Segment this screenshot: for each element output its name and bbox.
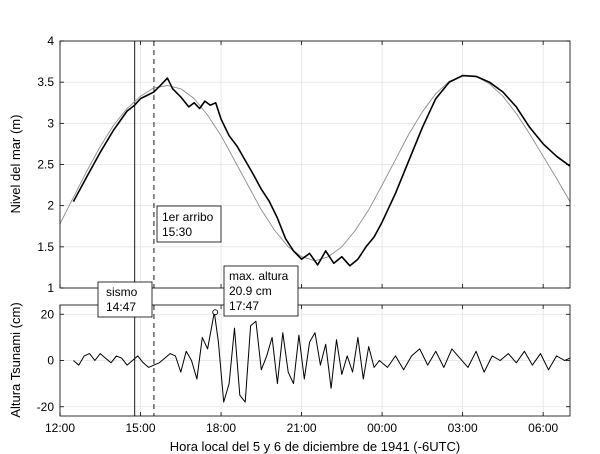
top-y-ticks: 1 1.5 2 2.5 3 3.5 4 xyxy=(37,34,570,295)
x-tick-label: 06:00 xyxy=(528,421,558,435)
top-series xyxy=(59,74,571,267)
y-tick-label: 0 xyxy=(47,354,54,368)
y-tick-label: 1 xyxy=(47,281,54,295)
y-tick-label: 4 xyxy=(47,34,54,48)
x-tick-label: 03:00 xyxy=(448,421,478,435)
top-panel: 1 1.5 2 2.5 3 3.5 4 Nivel del mar (m) 1er arri… xyxy=(8,34,571,295)
y-tick-label: 3.5 xyxy=(37,75,54,89)
annotation-max-height-line-3: 17:47 xyxy=(229,299,259,313)
bottom-y-ticks: -20 0 20 xyxy=(37,307,570,414)
y-tick-label: 2 xyxy=(47,199,54,213)
x-tick-label: 12:00 xyxy=(45,421,75,435)
max-height-marker xyxy=(212,309,219,316)
y-tick-label: -20 xyxy=(37,400,55,414)
y-tick-label: 1.5 xyxy=(37,240,54,254)
y-tick-label: 3 xyxy=(47,116,54,130)
x-tick-label: 15:00 xyxy=(126,421,156,435)
bottom-series xyxy=(73,309,571,403)
top-x-ticks xyxy=(59,41,544,288)
bottom-grid xyxy=(59,305,570,416)
x-tick-label: 21:00 xyxy=(287,421,317,435)
annotation-earthquake: sismo 14:47 xyxy=(97,281,153,318)
bottom-y-axis-label: Altura Tsunami (cm) xyxy=(8,302,23,417)
top-grid xyxy=(59,40,570,289)
annotation-max-height: max. altura 20.9 cm 17:47 xyxy=(223,265,299,317)
x-tick-label: 18:00 xyxy=(206,421,236,435)
annotation-earthquake-line-2: 14:47 xyxy=(106,300,136,314)
x-axis-label: Hora local del 5 y 6 de diciembre de 194… xyxy=(170,439,460,454)
annotation-first-arrival-line-1: 1er arribo xyxy=(162,210,214,224)
bottom-event-lines xyxy=(134,305,155,416)
annotation-max-height-line-2: 20.9 cm xyxy=(229,284,272,298)
bottom-panel: -20 0 20 12:00 15:00 18:00 21:00 00:00 03:00 06:… xyxy=(8,265,571,454)
x-tick-label: 00:00 xyxy=(367,421,397,435)
observed-series-line xyxy=(72,74,571,267)
top-y-axis-label: Nivel del mar (m) xyxy=(8,115,23,214)
y-tick-label: 20 xyxy=(41,307,55,321)
annotation-first-arrival-line-2: 15:30 xyxy=(162,225,192,239)
residual-series-line xyxy=(73,311,571,403)
annotation-first-arrival: 1er arribo 15:30 xyxy=(156,205,222,243)
y-tick-label: 2.5 xyxy=(37,158,54,172)
annotation-earthquake-line-1: sismo xyxy=(106,285,138,299)
bottom-x-ticks: 12:00 15:00 18:00 21:00 00:00 03:00 06:00 xyxy=(45,305,558,435)
annotation-max-height-line-1: max. altura xyxy=(229,269,289,283)
top-event-lines xyxy=(134,41,155,288)
